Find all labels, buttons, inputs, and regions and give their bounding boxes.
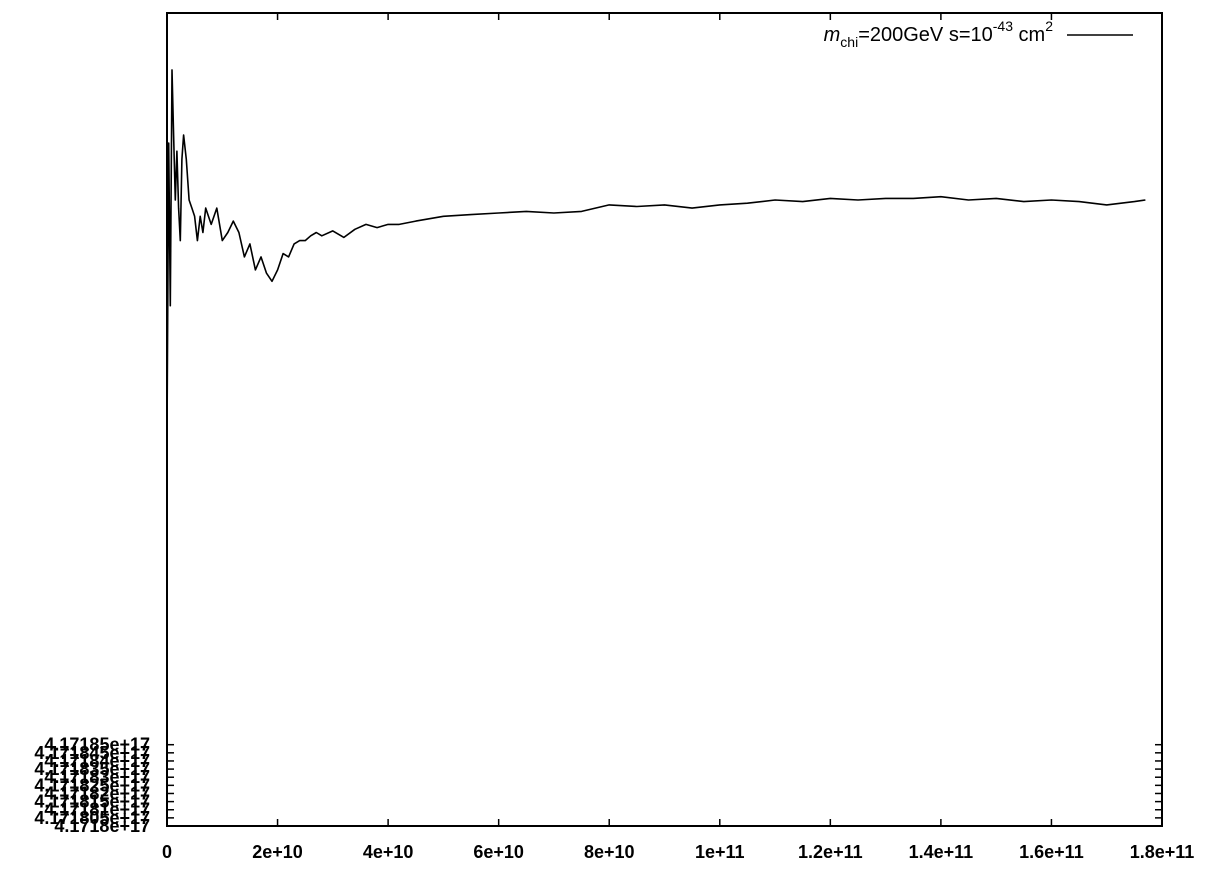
y-tick-label: 4.17184e+17	[44, 751, 150, 771]
x-tick-label: 1.8e+11	[1130, 842, 1195, 862]
x-tick-label: 1.6e+11	[1019, 842, 1084, 862]
legend-label-unit-exp: 2	[1045, 18, 1053, 34]
plot-frame	[166, 12, 1163, 827]
x-tick-label: 2e+10	[252, 842, 303, 862]
y-tick-label: 4.171805e+17	[34, 808, 150, 828]
x-tick-label: 1.4e+11	[909, 842, 974, 862]
y-axis-ticks: 4.1718e+174.171805e+174.17181e+174.17181…	[34, 735, 1162, 836]
y-tick-label: 4.17185e+17	[44, 735, 150, 755]
series-layer	[166, 69, 1146, 436]
y-tick-label: 4.171825e+17	[34, 775, 150, 795]
x-tick-label: 1.2e+11	[798, 842, 863, 862]
legend-label-exp: -43	[993, 18, 1013, 34]
legend-label-m: m	[824, 24, 841, 46]
series-line-0	[166, 69, 1146, 436]
y-tick-label: 4.17181e+17	[44, 800, 150, 820]
x-tick-label: 4e+10	[363, 842, 414, 862]
x-tick-label: 8e+10	[584, 842, 635, 862]
y-tick-label: 4.17183e+17	[44, 767, 150, 787]
y-tick-label: 4.1718e+17	[54, 816, 150, 836]
y-tick-label: 4.17182e+17	[44, 783, 150, 803]
legend-label-sub: chi	[840, 34, 858, 50]
y-tick-label: 4.171815e+17	[34, 792, 150, 812]
y-tick-label: 4.171845e+17	[34, 743, 150, 763]
legend-label-unit: cm	[1013, 24, 1045, 46]
y-tick-label: 4.171835e+17	[34, 759, 150, 779]
x-tick-label: 6e+10	[473, 842, 524, 862]
x-axis-ticks: 0 2e+10 4e+10 6e+10 8e+10 1e+11 1.2e+11 1.4e+11…	[162, 13, 1194, 862]
legend: mchi=200GeV s=10-43 cm2	[824, 18, 1133, 50]
legend-label: mchi=200GeV s=10-43 cm2	[824, 18, 1054, 50]
x-tick-label: 1e+11	[695, 842, 745, 862]
x-tick-label: 0	[162, 842, 172, 862]
legend-label-mid: =200GeV s=10	[858, 24, 993, 46]
